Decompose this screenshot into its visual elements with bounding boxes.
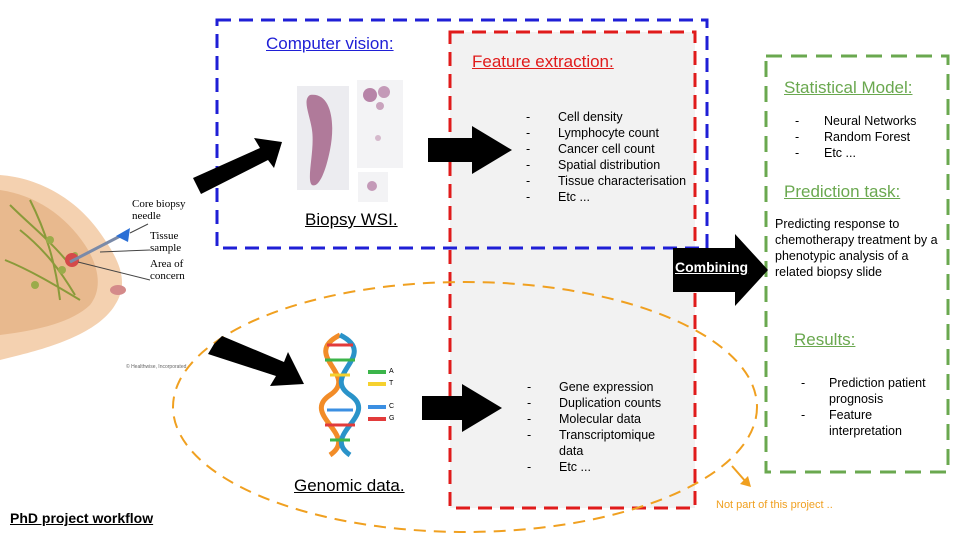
anatomy-credit: © Healthwise, Incorporated <box>126 364 187 370</box>
arrow-dna-to-genomic <box>422 384 502 432</box>
list-item: Etc ... <box>526 189 701 205</box>
list-item: Duplication counts <box>527 395 677 411</box>
results-title: Results: <box>794 330 856 349</box>
arrow-to-dna <box>208 336 304 386</box>
orange-arrow-head <box>740 476 751 487</box>
prediction-text: Predicting response to chemotherapy trea… <box>775 217 938 279</box>
biopsy-label: Biopsy WSI. <box>305 210 398 229</box>
dna-letter-c: C <box>389 403 395 410</box>
dna-legend: A T C G <box>389 366 394 425</box>
genomic-label: Genomic data. <box>294 476 405 495</box>
dna-letter-g: G <box>389 415 395 422</box>
model-list: Neural Networks Random Forest Etc ... <box>795 113 945 161</box>
list-item: Transcriptomique data <box>527 427 677 459</box>
not-part-note: Not part of this project .. <box>716 499 833 511</box>
dna-letter-a: A <box>389 368 394 375</box>
dna-letter-t: T <box>389 380 394 387</box>
results-list: Prediction patient prognosis Feature int… <box>801 375 941 439</box>
arrow-to-wsi <box>193 138 282 194</box>
genomic-ellipse <box>172 281 758 533</box>
list-item: Cell density <box>526 109 701 125</box>
list-item: Etc ... <box>527 459 677 475</box>
combining-label: Combining <box>675 259 749 275</box>
list-item: Random Forest <box>795 129 945 145</box>
list-item: Lymphocyte count <box>526 125 701 141</box>
wsi-thumbnails <box>297 80 403 202</box>
statistical-model-title: Statistical Model: <box>784 78 913 97</box>
genomic-feature-list: Gene expression Duplication counts Molec… <box>527 379 677 475</box>
list-item: Gene expression <box>527 379 677 395</box>
arrow-combining <box>673 234 768 306</box>
label-area: Area of concern <box>150 258 185 282</box>
list-item: Spatial distribution <box>526 157 701 173</box>
list-item: Feature interpretation <box>801 407 941 439</box>
dna-helix <box>319 332 386 458</box>
computer-vision-box <box>215 18 709 250</box>
label-tissue: Tissue sample <box>150 230 182 254</box>
arrow-wsi-to-features <box>428 126 512 174</box>
computer-vision-title: Computer vision: <box>266 34 394 53</box>
list-item: Molecular data <box>527 411 677 427</box>
list-item: Tissue characterisation <box>526 173 701 189</box>
prediction-task-title: Prediction task: <box>784 182 901 201</box>
label-needle: Core biopsy needle <box>132 198 186 222</box>
breast-anatomy-illustration <box>0 175 151 360</box>
list-item: Prediction patient prognosis <box>801 375 941 407</box>
list-item: Etc ... <box>795 145 945 161</box>
workflow-title: PhD project workflow <box>10 510 154 526</box>
statistical-model-box <box>764 54 950 474</box>
list-item: Cancer cell count <box>526 141 701 157</box>
feature-extraction-title: Feature extraction: <box>472 52 614 71</box>
image-feature-list: Cell density Lymphocyte count Cancer cel… <box>526 109 701 205</box>
list-item: Neural Networks <box>795 113 945 129</box>
anatomy-labels: Core biopsy needle Tissue sample Area of… <box>132 198 212 282</box>
